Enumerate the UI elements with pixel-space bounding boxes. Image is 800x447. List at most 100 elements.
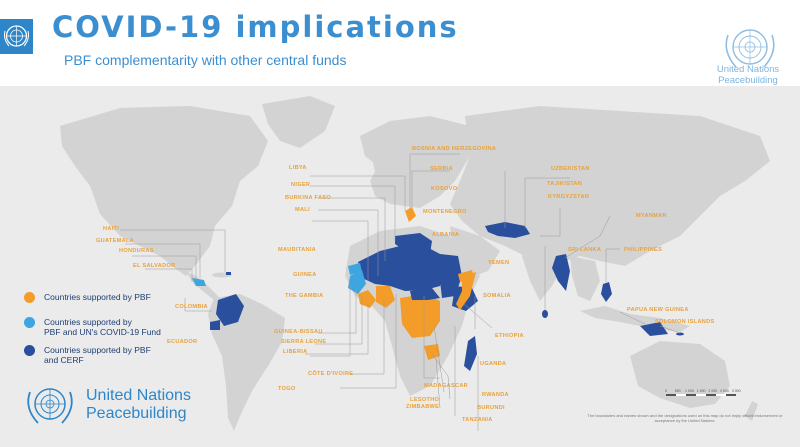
scale-tick-label: 1 000 <box>685 389 694 393</box>
label-philippines: PHILIPPINES <box>624 247 663 253</box>
central-africa-shape <box>400 294 440 338</box>
label-the-gambia: THE GAMBIA <box>285 293 324 299</box>
un-emblem-icon <box>4 25 29 47</box>
label-albania: ALBANIA <box>432 232 460 238</box>
label-cote-divoire: CÔTE D'IVOIRE <box>308 371 354 377</box>
legend-item-pbf-cerf: Countries supported by PBF and CERF <box>24 345 151 365</box>
car-shape <box>410 288 440 300</box>
central-america-pbf-shape <box>192 278 206 286</box>
cote-divoire-burkina-shape <box>376 286 395 308</box>
world-map: 0 500 1 000 1 500 2 000 2 500 3 000 LIBYA NIGE… <box>0 86 800 447</box>
madagascar-shape <box>464 336 477 371</box>
label-togo: TOGO <box>278 386 296 392</box>
page-subtitle: PBF complementarity with other central f… <box>64 52 347 68</box>
un-peacebuilding-logo-text: United Nations Peacebuilding <box>698 64 798 86</box>
balkans-shape <box>405 207 416 222</box>
india-shape <box>522 236 566 301</box>
label-papua-new-guinea: PAPUA NEW GUINEA <box>627 307 689 313</box>
label-haiti: HAITI <box>103 226 120 232</box>
logo-text-line1: United Nations <box>716 64 780 75</box>
un-peacebuilding-logo-icon <box>725 29 775 68</box>
world-map-svg: 0 500 1 000 1 500 2 000 2 500 3 000 <box>60 96 770 431</box>
label-serbia: SERBIA <box>430 166 453 172</box>
highlighted-countries <box>192 207 684 371</box>
scale-tick-label: 0 <box>665 389 667 393</box>
label-guinea: GUINEA <box>293 272 317 278</box>
label-ecuador: ECUADOR <box>167 339 198 345</box>
label-mali: MALI <box>295 207 310 213</box>
label-rwanda: RWANDA <box>482 392 509 398</box>
legend-label: Countries supported by PBF and CERF <box>44 345 151 365</box>
asia-shape <box>450 106 770 271</box>
label-colombia: COLOMBIA <box>175 304 208 310</box>
europe-shape <box>360 116 470 208</box>
legend-label-line2: and CERF <box>44 355 84 365</box>
label-yemen: YEMEN <box>488 260 510 266</box>
header: COVID-19 implications PBF complementarit… <box>0 0 800 86</box>
label-ethiopia: ETHIOPIA <box>495 333 524 339</box>
scale-tick-label: 2 000 <box>708 389 717 393</box>
label-liberia: LIBERIA <box>283 349 308 355</box>
new-zealand-shape <box>745 401 758 421</box>
bottom-logo-line1: United Nations <box>86 387 191 404</box>
label-guinea-bissau: GUINEA-BISSAU <box>274 329 323 335</box>
scale-bar <box>666 394 736 396</box>
label-guatemala: GUATEMALA <box>96 238 135 244</box>
sri-lanka-shape <box>542 310 548 318</box>
scale-tick-label: 2 500 <box>720 389 729 393</box>
legend-item-pbf: Countries supported by PBF <box>24 292 151 303</box>
legend-label-line1: Countries supported by PBF <box>44 345 151 355</box>
uk-shape <box>372 152 384 176</box>
label-bosnia: BOSNIA AND HERZEGOVINA <box>412 146 497 152</box>
legend-label-line1: Countries supported by <box>44 317 132 327</box>
label-myanmar: MYANMAR <box>636 213 667 219</box>
greenland-shape <box>262 96 335 148</box>
label-uganda: UGANDA <box>480 361 507 367</box>
papua-new-guinea-shape <box>640 322 668 336</box>
colombia-shape <box>216 294 244 326</box>
label-solomon-islands: SOLOMON ISLANDS <box>655 319 715 325</box>
legend-item-pbf-covid: Countries supported by PBF and UN's COVI… <box>24 317 161 337</box>
label-tanzania: TANZANIA <box>462 417 493 423</box>
label-libya: LIBYA <box>289 165 307 171</box>
legend-dot-orange <box>24 292 35 303</box>
scale-tick-label: 500 <box>675 389 681 393</box>
ecuador-shape <box>210 320 220 330</box>
guinea-shape <box>348 270 366 294</box>
scale-tick-label: 1 500 <box>697 389 706 393</box>
label-lesotho: LESOTHO <box>410 397 440 403</box>
un-peacebuilding-bottom-text: United Nations Peacebuilding <box>86 387 191 423</box>
southeast-asia-shape <box>570 256 600 301</box>
label-montenegro: MONTENEGRO <box>423 209 467 215</box>
label-honduras: HONDURAS <box>119 248 154 254</box>
sierra-leone-liberia-shape <box>358 290 376 308</box>
label-kyrgyzstan: KYRGYZSTAN <box>548 194 590 200</box>
label-sri-lanka: SRI LANKA <box>568 247 602 253</box>
japan-shape <box>656 181 672 216</box>
zimbabwe-shape <box>424 344 440 360</box>
scale-tick-label: 3 000 <box>732 389 741 393</box>
libya-shape <box>395 233 432 254</box>
un-emblem-square <box>0 19 33 54</box>
legend-label: Countries supported by PBF <box>44 292 151 302</box>
solomon-islands-shape <box>676 332 684 336</box>
legend-label-line1: Countries supported by PBF <box>44 292 151 302</box>
legend-label-line2: PBF and UN's COVID-19 Fund <box>44 327 161 337</box>
yemen-shape <box>458 270 474 282</box>
label-uzbekistan: UZBEKISTAN <box>551 166 590 172</box>
haiti-shape <box>226 272 231 275</box>
label-tajikistan: TAJIKISTAN <box>547 181 583 187</box>
central-asia-shape <box>485 222 530 238</box>
legend-label: Countries supported by PBF and UN's COVI… <box>44 317 161 337</box>
senegal-shape <box>348 263 362 275</box>
label-kosovo: KOSOVO <box>431 186 458 192</box>
label-mauritania: MAURITANIA <box>278 247 317 253</box>
label-el-salvador: EL SALVADOR <box>133 263 176 269</box>
philippines-shape <box>601 282 612 302</box>
un-peacebuilding-logo-bottom-icon <box>27 388 73 424</box>
legend-dot-dark-blue <box>24 345 35 356</box>
north-america-shape <box>60 106 268 276</box>
label-niger: NIGER <box>291 182 311 188</box>
page-title: COVID-19 implications <box>52 10 459 44</box>
legend-dot-light-blue <box>24 317 35 328</box>
